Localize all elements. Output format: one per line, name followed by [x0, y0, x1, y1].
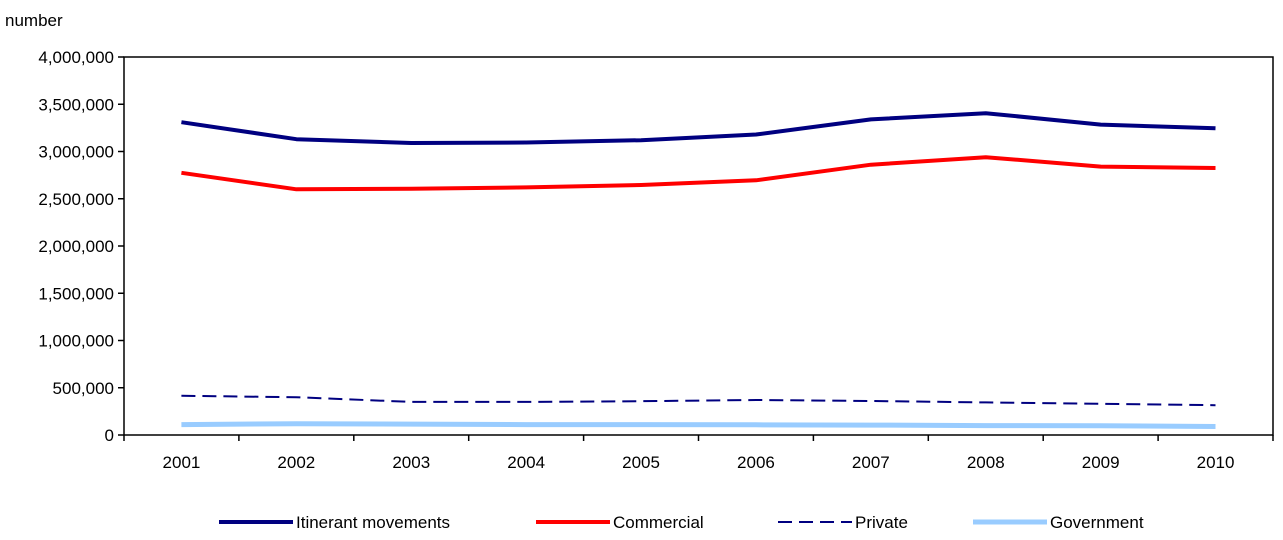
x-tick-label: 2008 — [967, 453, 1005, 472]
series-line-private — [181, 394, 1216, 407]
x-tick-label: 2003 — [392, 453, 430, 472]
y-tick-label: 3,000,000 — [38, 143, 114, 162]
series-line-commercial — [181, 155, 1216, 192]
x-tick-label: 2006 — [737, 453, 775, 472]
y-tick-label: 0 — [105, 426, 114, 445]
x-tick-label: 2002 — [277, 453, 315, 472]
series-line-government — [181, 421, 1216, 429]
legend-label-itinerant-movements: Itinerant movements — [296, 513, 450, 532]
y-tick-label: 1,500,000 — [38, 284, 114, 303]
x-tick-label: 2007 — [852, 453, 890, 472]
legend-label-private: Private — [855, 513, 908, 532]
x-tick-label: 2004 — [507, 453, 545, 472]
y-axis-label: number — [5, 11, 63, 30]
legend-label-government: Government — [1050, 513, 1144, 532]
plot-area-frame — [123, 56, 1274, 436]
y-tick-label: 4,000,000 — [38, 48, 114, 67]
x-tick-label: 2001 — [163, 453, 201, 472]
legend: Itinerant movements Commercial Private Gove… — [219, 513, 1144, 532]
y-tick-label: 2,500,000 — [38, 190, 114, 209]
legend-label-commercial: Commercial — [613, 513, 704, 532]
x-tick-label: 2010 — [1197, 453, 1235, 472]
y-tick-label: 3,500,000 — [38, 95, 114, 114]
x-axis: 2001 2002 2003 2004 2005 2006 2007 2008 2009 2010 — [123, 435, 1274, 472]
x-tick-label: 2005 — [622, 453, 660, 472]
series-line-itinerant-movements — [181, 111, 1216, 145]
y-tick-label: 1,000,000 — [38, 332, 114, 351]
x-tick-label: 2009 — [1082, 453, 1120, 472]
y-tick-label: 500,000 — [53, 379, 114, 398]
y-axis: 0 500,000 1,000,000 1,500,000 2,000,000 2,500… — [38, 48, 124, 445]
series-lines — [181, 111, 1216, 429]
y-tick-label: 2,000,000 — [38, 237, 114, 256]
